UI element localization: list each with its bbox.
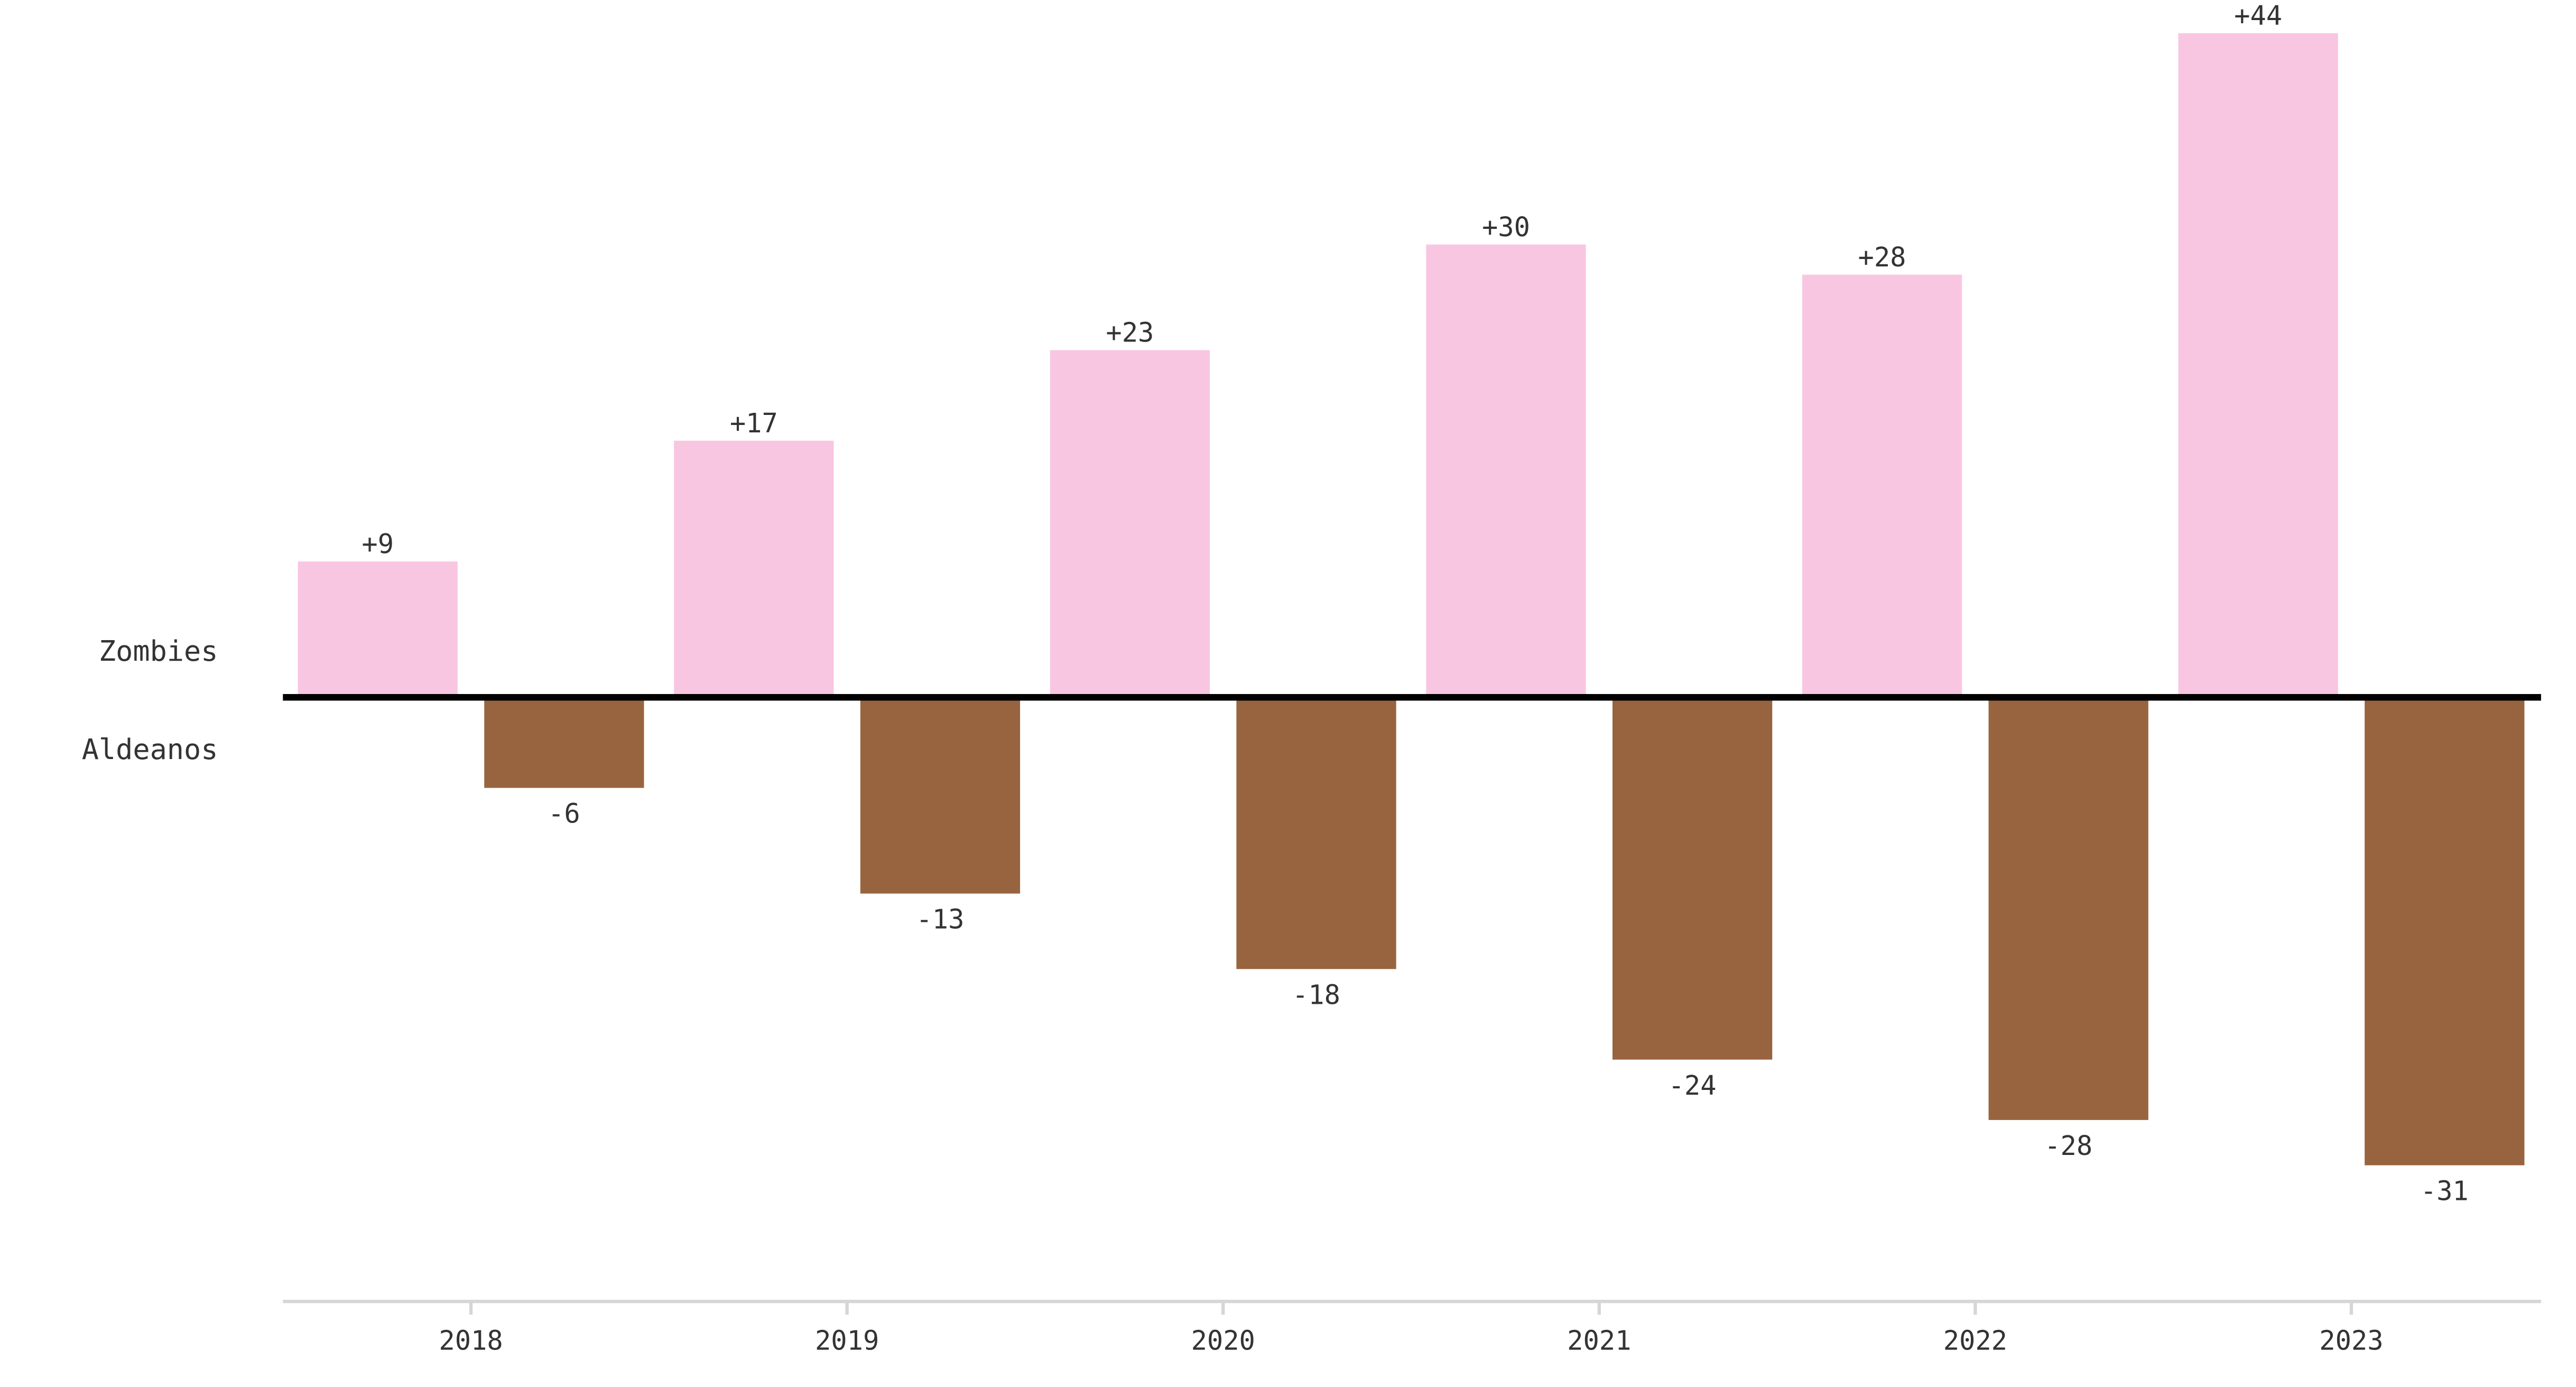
label-aldeanos-2018: -6 (548, 798, 580, 829)
x-axis: 2018 2019 2020 2021 2022 2023 (283, 1300, 2541, 1356)
bar-zombies-2022 (1802, 274, 1962, 698)
bar-aldeanos-2020 (1236, 697, 1396, 969)
value-labels: +9 -6 +17 -13 +23 -18 +30 -24 +28 -28 +44 -31 (362, 0, 2468, 1207)
x-tick-label-2021: 2021 (1567, 1325, 1631, 1356)
label-zombies-2020: +23 (1106, 317, 1154, 348)
bar-aldeanos-2019 (860, 697, 1021, 894)
zombies-bars (298, 33, 2338, 698)
x-tick-label-2019: 2019 (815, 1325, 879, 1356)
aldeanos-bars (484, 697, 2525, 1166)
label-aldeanos-2022: -28 (2044, 1130, 2092, 1161)
label-zombies-2022: +28 (1858, 242, 1906, 273)
label-zombies-2018: +9 (362, 528, 394, 559)
label-aldeanos-2023: -31 (2421, 1176, 2469, 1207)
x-tick-label-2018: 2018 (439, 1325, 503, 1356)
bar-zombies-2018 (298, 561, 458, 698)
bar-zombies-2020 (1050, 350, 1210, 698)
label-aldeanos-2021: -24 (1669, 1070, 1717, 1101)
label-zombies-2021: +30 (1482, 211, 1530, 243)
series-label-zombies: Zombies (99, 634, 218, 668)
bar-zombies-2021 (1426, 244, 1586, 698)
bar-zombies-2019 (674, 440, 834, 698)
label-aldeanos-2019: -13 (916, 904, 964, 935)
series-labels: Zombies Aldeanos (82, 634, 218, 766)
bar-aldeanos-2023 (2365, 697, 2525, 1166)
x-tick-label-2022: 2022 (1943, 1325, 2007, 1356)
bar-zombies-2023 (2178, 33, 2338, 698)
bar-aldeanos-2021 (1612, 697, 1773, 1060)
x-tick-label-2023: 2023 (2319, 1325, 2383, 1356)
x-tick-label-2020: 2020 (1191, 1325, 1255, 1356)
bar-aldeanos-2022 (1988, 697, 2148, 1120)
bar-aldeanos-2018 (484, 697, 644, 788)
label-zombies-2023: +44 (2234, 0, 2282, 31)
series-label-aldeanos: Aldeanos (82, 733, 218, 766)
label-aldeanos-2020: -18 (1292, 979, 1340, 1010)
label-zombies-2019: +17 (730, 408, 778, 439)
